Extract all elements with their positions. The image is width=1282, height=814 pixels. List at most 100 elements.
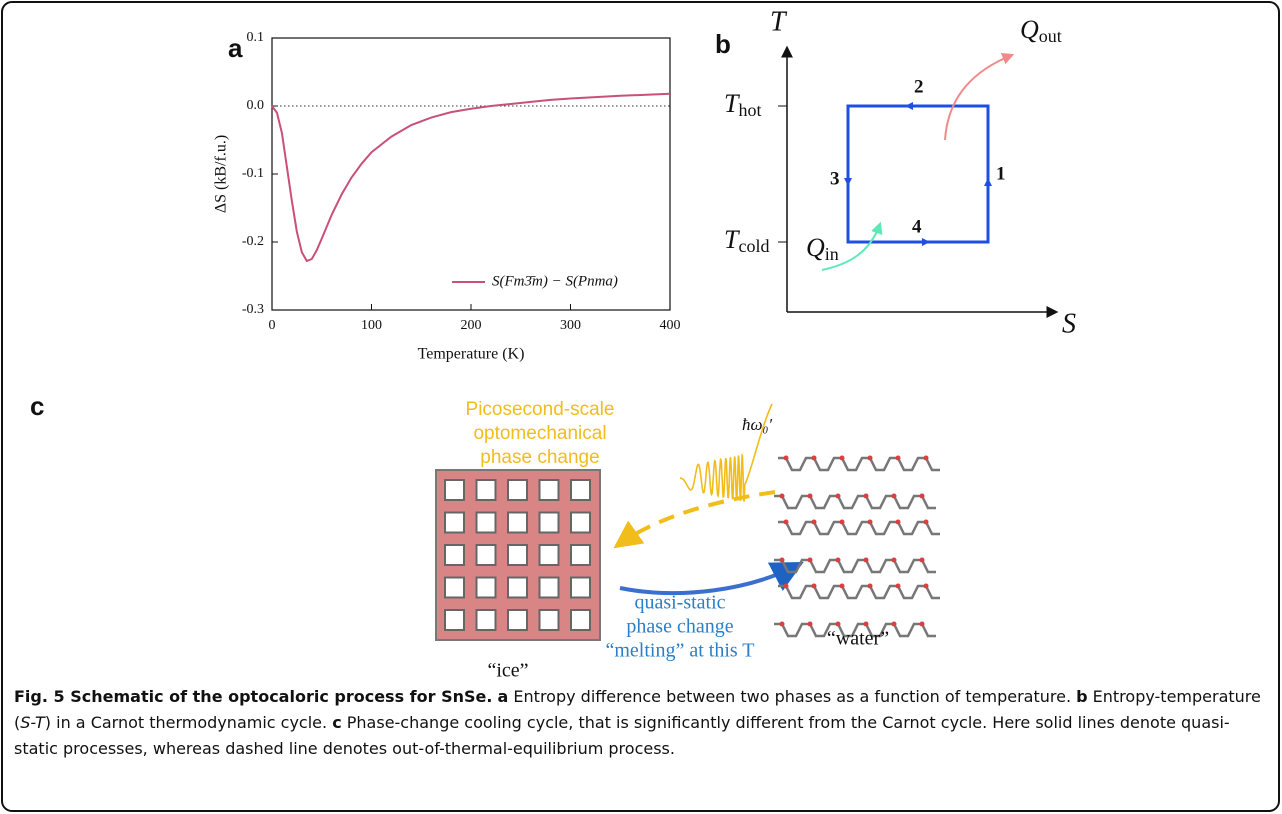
ice-cell [538,544,560,566]
s-axis-label: S [1062,308,1076,339]
t-cold-label: Tcold [724,225,769,256]
ice-cell [507,511,528,534]
water-chain [774,622,936,638]
symbol: Q [806,233,825,262]
ice-cell [475,511,497,534]
ice-cell [475,479,497,501]
water-atom [867,455,873,461]
quasi-static-label-line: phase change [626,616,733,638]
water-atom [779,493,785,499]
water-lattice [774,455,940,638]
water-atom [895,583,901,589]
panel-label: c [30,391,44,421]
x-tick-label: 300 [560,318,581,333]
y-tick-label: 0.1 [247,30,265,45]
step-label: 4 [912,216,922,237]
ice-cell [475,609,497,631]
water-atom [783,583,789,589]
caption-segment: Phase-change cooling cycle, that is sign… [14,713,1230,758]
ice-cell [444,576,465,599]
water-atom [807,557,813,563]
ice-cell [570,576,591,599]
panel-label: a [228,33,243,63]
ice-cell [507,576,528,599]
water-atom [811,519,817,525]
data-line [271,92,671,263]
y-tick-label: -0.3 [242,302,264,317]
optical-arrow [613,490,776,549]
ice-cell [475,576,497,599]
subscript: in [825,244,839,264]
water-atom [923,519,929,525]
water-atom [923,455,929,461]
water-atom [895,519,901,525]
y-tick-label: -0.2 [242,234,264,249]
step-label: 3 [830,168,840,189]
q-in-label: Qin [806,233,839,264]
y-tick-label: -0.1 [242,166,264,181]
water-atom [783,455,789,461]
ice-cell [570,544,591,566]
t-axis-label: T [770,6,788,37]
water-atom [779,557,785,563]
ice-cell [507,479,528,501]
arrow-4 [922,238,930,246]
water-atom [891,621,897,627]
heat-out-arrow [944,53,1015,141]
legend-label: S(Fm3̄m) − S(Pnma) [492,273,618,289]
subscript: hot [738,100,761,120]
ice-cell [538,479,560,501]
water-atom [779,621,785,627]
water-atom [863,493,869,499]
panel-label: b [715,29,731,59]
water-atom [811,583,817,589]
heat-in-arrow [821,221,883,271]
water-atom [839,519,845,525]
caption-segment: ) in a Carnot thermodynamic cycle. [44,713,333,732]
caption-segment: Fig. 5 Schematic of the optocaloric proc… [14,687,493,706]
arrow-3 [844,178,852,186]
step-label: 1 [996,163,1006,184]
water-chain [778,520,940,536]
water-atom [835,493,841,499]
water-atom [919,621,925,627]
quasi-static-label-line: quasi-static [634,592,725,614]
water-chain [774,494,936,510]
ice-cell [538,609,560,631]
caption-segment: S-T [20,713,45,732]
water-atom [867,583,873,589]
caption-segment: c [332,713,342,732]
water-atom [811,455,817,461]
symbol: T [724,225,740,254]
water-atom [891,493,897,499]
optical-label: Picosecond-scale optomechanical phase ch… [466,399,615,468]
ice-cell [444,479,465,501]
caption-segment: b [1076,687,1088,706]
carnot-cycle [846,104,990,244]
q-out-label: Qout [1020,15,1062,46]
arrow-2 [905,102,913,110]
caption-segment: Entropy difference between two phases as… [508,687,1077,706]
x-tick-label: 400 [660,318,681,333]
ice-cell [538,511,560,534]
ice-cell [570,479,591,501]
water-atom [923,583,929,589]
photon-wave [680,403,773,502]
subscript: out [1039,26,1062,46]
water-atom [839,583,845,589]
symbol: T [724,89,740,118]
ice-cell [444,511,465,534]
ice-cell [444,609,465,631]
water-atom [839,455,845,461]
water-atom [807,621,813,627]
caption-segment: Entropy-temperature ( [14,687,1261,732]
melting-arrow [619,562,804,596]
water-atom [867,519,873,525]
ice-cell [507,609,528,631]
water-chain [778,456,940,472]
ice-label: “ice” [487,660,528,682]
water-chain [774,558,936,574]
water-atom [891,557,897,563]
